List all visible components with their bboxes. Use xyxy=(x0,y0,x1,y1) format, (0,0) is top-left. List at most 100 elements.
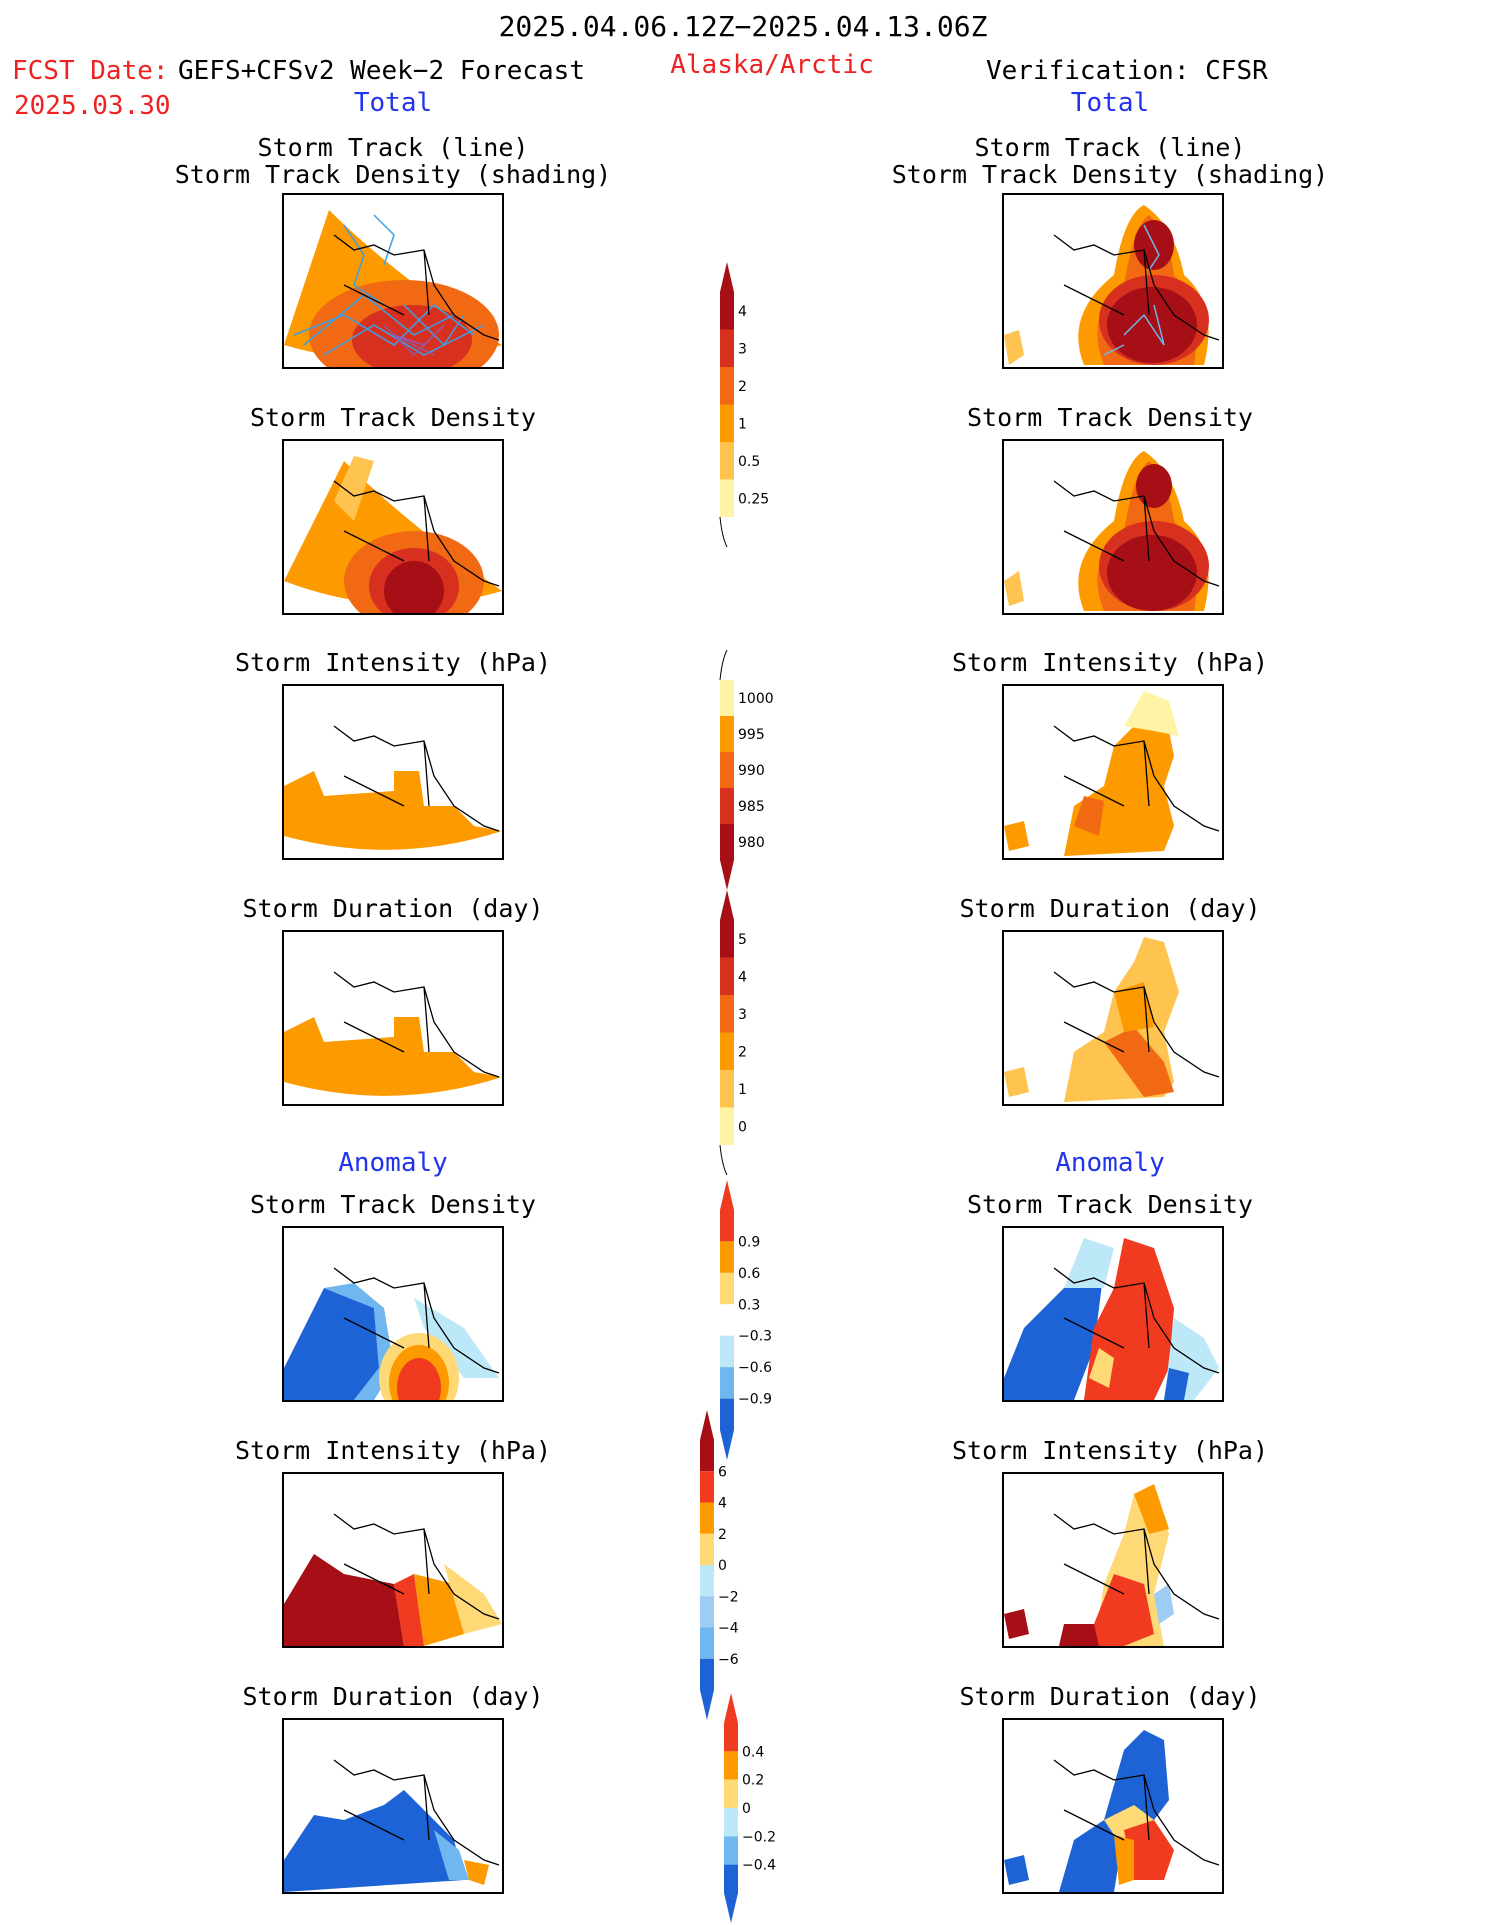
colorbar-density-total: 4 3 2 1 0.5 0.25 xyxy=(719,262,769,547)
left-track-line-title: Storm Track (line) xyxy=(257,133,529,162)
intensity_total-swatch-3 xyxy=(720,788,734,824)
density_total-swatch-0 xyxy=(720,262,734,330)
intensity_anom-swatch-5 xyxy=(700,1596,714,1628)
anom-positive xyxy=(464,1860,489,1885)
duration_total-swatch-1 xyxy=(720,957,734,995)
intensity_anom-swatch-1 xyxy=(700,1471,714,1503)
intensity_anom-swatch-2 xyxy=(700,1502,714,1534)
anom-weak-negative xyxy=(414,1298,499,1378)
right-anomaly-label: Anomaly xyxy=(1055,1148,1165,1178)
anom-high xyxy=(1094,1574,1154,1646)
intensity_anom-swatch-0 xyxy=(700,1410,714,1472)
intensity_total-tail xyxy=(719,650,728,681)
anom-east-core xyxy=(1164,1368,1189,1400)
duration-west xyxy=(1004,1067,1029,1097)
left-total-label: Total xyxy=(353,88,433,118)
right-track-line-title: Storm Track (line) xyxy=(974,133,1246,162)
density-core xyxy=(384,561,444,613)
right-intensity-map xyxy=(1002,684,1224,860)
density_anom-swatch-2 xyxy=(720,1272,734,1305)
duration_total-swatch-3 xyxy=(720,1032,734,1070)
density_total-swatch-3 xyxy=(720,404,734,442)
intensity_anom-swatch-7 xyxy=(700,1658,714,1720)
coastline xyxy=(333,725,500,832)
colorbar-intensity-total: 1000 995 990 985 980 xyxy=(719,650,774,890)
intensity_anom-label-6: −6 xyxy=(718,1652,739,1668)
storm-tracks xyxy=(1103,224,1165,356)
right-anom-duration-title: Storm Duration (day) xyxy=(959,1682,1261,1711)
duration_anom-swatch-3 xyxy=(724,1808,738,1837)
density_anom-label-1: 0.6 xyxy=(738,1266,760,1282)
right-duration-map xyxy=(1002,930,1224,1106)
intensity_total-swatch-0 xyxy=(720,680,734,716)
intensity_total-label-0: 1000 xyxy=(738,691,774,707)
left-intensity-title: Storm Intensity (hPa) xyxy=(234,648,552,677)
anom-positive xyxy=(1124,1820,1174,1880)
density_anom-label-5: −0.9 xyxy=(738,1392,772,1408)
colorbar-duration-anom: 0.4 0.2 0 −0.2 −0.4 xyxy=(724,1693,776,1923)
density_total-label-4: 0.5 xyxy=(738,454,760,470)
duration_anom-swatch-5 xyxy=(724,1864,738,1923)
right-track-title: Storm Track (line) Storm Track Density (… xyxy=(892,134,1329,188)
duration_anom-label-4: −0.4 xyxy=(742,1858,776,1874)
right-density-map xyxy=(1002,439,1224,615)
anom-strong xyxy=(1059,1624,1099,1646)
density_anom-label-0: 0.9 xyxy=(738,1234,760,1250)
anom-negative xyxy=(1059,1730,1169,1892)
coastline xyxy=(1053,1513,1220,1620)
anom-negative xyxy=(284,1790,464,1892)
duration_anom-label-2: 0 xyxy=(742,1801,751,1817)
verification-label: Verification: CFSR xyxy=(986,56,1268,86)
anom-mid xyxy=(414,1574,464,1646)
anom-negative-light xyxy=(324,1283,394,1400)
left-anom-intensity-title: Storm Intensity (hPa) xyxy=(234,1436,552,1465)
coastline xyxy=(333,971,500,1078)
coastline xyxy=(333,1759,500,1866)
intensity_total-label-1: 995 xyxy=(738,727,765,743)
left-track-shading-title: Storm Track Density (shading) xyxy=(174,160,612,189)
right-intensity-title: Storm Intensity (hPa) xyxy=(951,648,1269,677)
intensity_anom-label-2: 2 xyxy=(718,1527,727,1543)
intensity-weak xyxy=(1124,691,1179,736)
anom-negative-light xyxy=(434,1830,469,1880)
coastline xyxy=(1053,725,1220,832)
left-anom-density-title: Storm Track Density xyxy=(250,1190,536,1219)
forecast-date: 2025.03.30 xyxy=(14,91,171,121)
density_total-swatch-2 xyxy=(720,367,734,405)
anom-strong xyxy=(284,1554,404,1646)
left-track-title: Storm Track (line) Storm Track Density (… xyxy=(175,134,612,188)
coastline xyxy=(1053,234,1220,341)
right-anom-density-title: Storm Track Density xyxy=(967,1190,1253,1219)
density_anom-label-3: −0.3 xyxy=(738,1329,772,1345)
duration_anom-swatch-2 xyxy=(724,1779,738,1808)
coastline xyxy=(1053,1267,1220,1374)
density-core-north xyxy=(1136,464,1172,508)
density_anom-label-2: 0.3 xyxy=(738,1297,760,1313)
duration_anom-label-3: −0.2 xyxy=(742,1829,776,1845)
density_total-label-0: 4 xyxy=(738,304,747,320)
duration_total-tail xyxy=(719,1144,728,1175)
left-anomaly-label: Anomaly xyxy=(338,1148,448,1178)
coastline xyxy=(333,480,500,587)
right-density-title: Storm Track Density xyxy=(967,403,1253,432)
anom-weak-negative xyxy=(1064,1238,1114,1288)
intensity_anom-label-5: −4 xyxy=(718,1621,739,1637)
duration-high xyxy=(1104,1027,1174,1097)
left-duration-map xyxy=(282,930,504,1106)
intensity_anom-swatch-4 xyxy=(700,1565,714,1597)
anom-mid xyxy=(1134,1484,1169,1534)
anom-negative xyxy=(284,1288,379,1400)
anom-negative xyxy=(1154,1584,1174,1624)
intensity_total-label-2: 990 xyxy=(738,763,765,779)
duration_anom-label-0: 0.4 xyxy=(742,1744,764,1760)
left-intensity-map xyxy=(282,684,504,860)
date-range-title: 2025.04.06.12Z−2025.04.13.06Z xyxy=(498,10,988,43)
coastline xyxy=(333,1513,500,1620)
coastline xyxy=(1053,1759,1220,1866)
density_total-label-2: 2 xyxy=(738,379,747,395)
right-anom-duration-map xyxy=(1002,1718,1224,1894)
anom-west xyxy=(1004,1609,1029,1639)
density-core xyxy=(1107,535,1197,611)
coastline xyxy=(333,1267,500,1374)
left-track-map xyxy=(282,193,504,369)
